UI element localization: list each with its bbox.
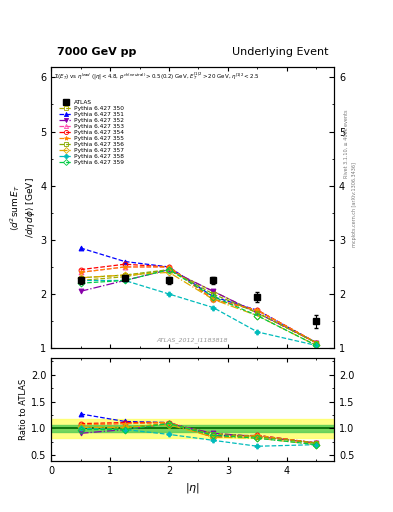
Text: $\Sigma(E_T)$ vs $\eta^{lead}$ ($|\eta|<4.8$, $p^{ch(neutral)}>0.5(0.2)$ GeV, $E: $\Sigma(E_T)$ vs $\eta^{lead}$ ($|\eta|<… xyxy=(54,71,260,82)
Text: Underlying Event: Underlying Event xyxy=(232,47,329,57)
Y-axis label: $\langle d^2\mathrm{sum}\,E_T$
$/d\eta\,d\phi \rangle$ [GeV]: $\langle d^2\mathrm{sum}\,E_T$ $/d\eta\,… xyxy=(9,177,37,238)
Legend: ATLAS, Pythia 6.427 350, Pythia 6.427 351, Pythia 6.427 352, Pythia 6.427 353, P: ATLAS, Pythia 6.427 350, Pythia 6.427 35… xyxy=(57,98,127,167)
Text: 7000 GeV pp: 7000 GeV pp xyxy=(57,47,136,57)
Text: Rivet 3.1.10, ≥ 400k events: Rivet 3.1.10, ≥ 400k events xyxy=(344,109,349,178)
Bar xyxy=(51,419,334,438)
X-axis label: $|\eta|$: $|\eta|$ xyxy=(185,481,200,495)
Bar xyxy=(51,424,334,432)
Text: mcplots.cern.ch [arXiv:1306.3436]: mcplots.cern.ch [arXiv:1306.3436] xyxy=(352,162,357,247)
Y-axis label: Ratio to ATLAS: Ratio to ATLAS xyxy=(19,379,28,440)
Text: ATLAS_2012_I1183818: ATLAS_2012_I1183818 xyxy=(157,337,228,343)
